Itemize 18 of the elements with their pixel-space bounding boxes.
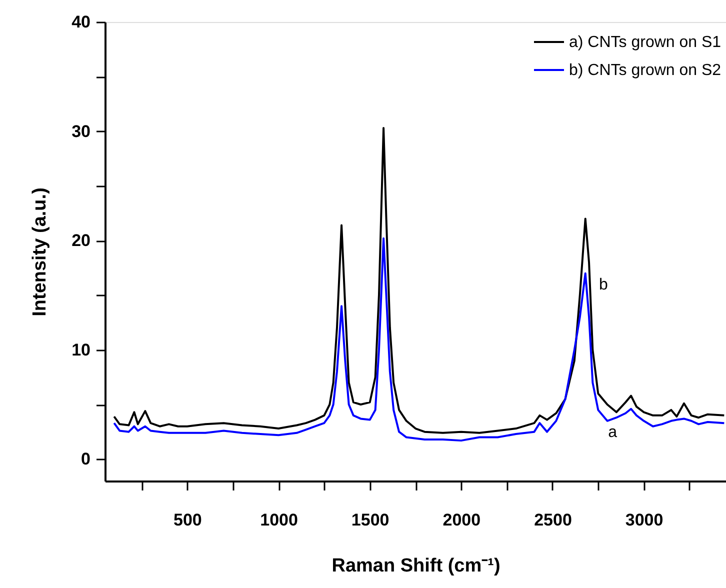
- x-tick-label: 2500: [534, 510, 572, 530]
- annotation: b: [599, 276, 608, 294]
- x-tick-label: 1000: [260, 510, 298, 530]
- y-tick-label: 40: [72, 12, 90, 32]
- legend-label: b) CNTs grown on S2: [569, 62, 722, 79]
- legend-label: a) CNTs grown on S1: [569, 34, 722, 51]
- x-tick-label: 2000: [442, 510, 481, 530]
- y-axis-title: Intensity (a.u.): [30, 188, 51, 316]
- y-tick-label: 0: [81, 450, 90, 469]
- x-axis-title: Raman Shift (cm⁻¹): [332, 556, 500, 576]
- annotation: a: [608, 424, 618, 441]
- line-series: [113, 237, 726, 442]
- y-tick-label: 20: [72, 231, 90, 250]
- y-tick-label: 30: [72, 122, 90, 141]
- x-tick-label: 3000: [625, 510, 664, 530]
- x-tick-label: 1500: [351, 510, 390, 530]
- y-tick-label: 10: [72, 340, 90, 360]
- x-tick-label: 500: [174, 510, 202, 530]
